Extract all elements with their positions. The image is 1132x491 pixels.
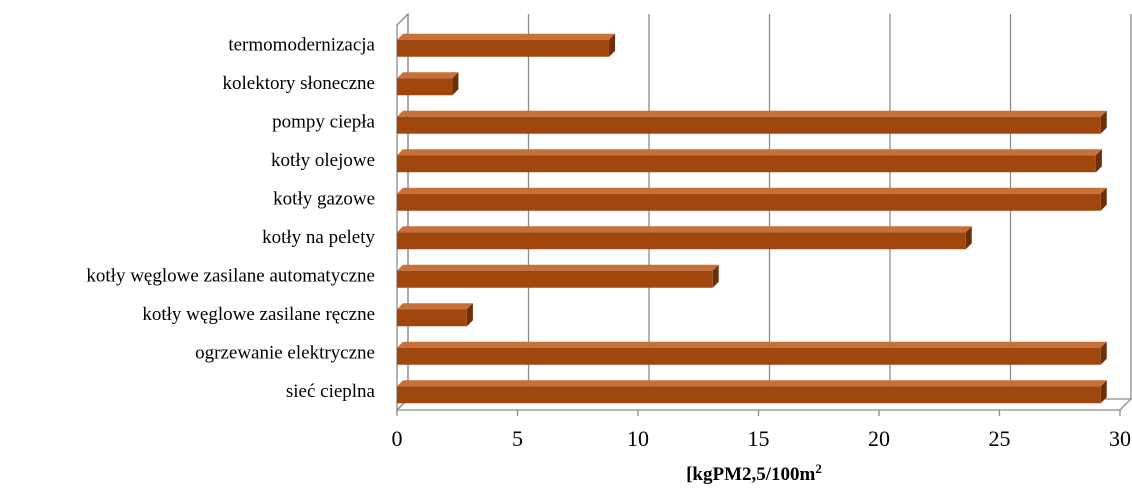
bar (397, 110, 1107, 134)
bar (397, 380, 1107, 404)
bar (397, 187, 1107, 211)
bar (397, 33, 616, 57)
bar (397, 303, 473, 327)
x-tick-label: 5 (512, 426, 523, 451)
category-label: kotły olejowe (271, 150, 375, 171)
category-label: kotły węglowe zasilane ręczne (142, 304, 375, 325)
x-tick-label: 25 (989, 426, 1011, 451)
x-tick-label: 15 (748, 426, 770, 451)
category-label: pompy ciepła (272, 112, 375, 133)
x-tick-label: 0 (392, 426, 403, 451)
bar (397, 264, 719, 288)
bar (397, 226, 972, 250)
x-tick-label: 30 (1109, 426, 1131, 451)
bars (397, 33, 1107, 404)
category-label: kolektory słoneczne (223, 73, 375, 94)
x-tick-label: 20 (868, 426, 890, 451)
bar (397, 341, 1107, 365)
bar (397, 149, 1102, 173)
category-label: kotły gazowe (273, 189, 375, 210)
category-label: kotły na pelety (262, 227, 375, 248)
category-label: ogrzewanie elektryczne (195, 343, 375, 364)
category-label: termomodernizacja (228, 35, 375, 56)
category-labels: termomodernizacja kolektory słoneczne pomp… (86, 35, 375, 403)
category-label: sieć cieplna (286, 381, 376, 402)
category-label: kotły węglowe zasilane automatyczne (86, 266, 375, 287)
x-tick-labels: 0 5 10 15 20 25 30 (392, 426, 1132, 451)
x-tick-label: 10 (627, 426, 649, 451)
bar (397, 72, 459, 96)
x-axis-title: [kgPM2,5/100m2 (686, 461, 822, 485)
